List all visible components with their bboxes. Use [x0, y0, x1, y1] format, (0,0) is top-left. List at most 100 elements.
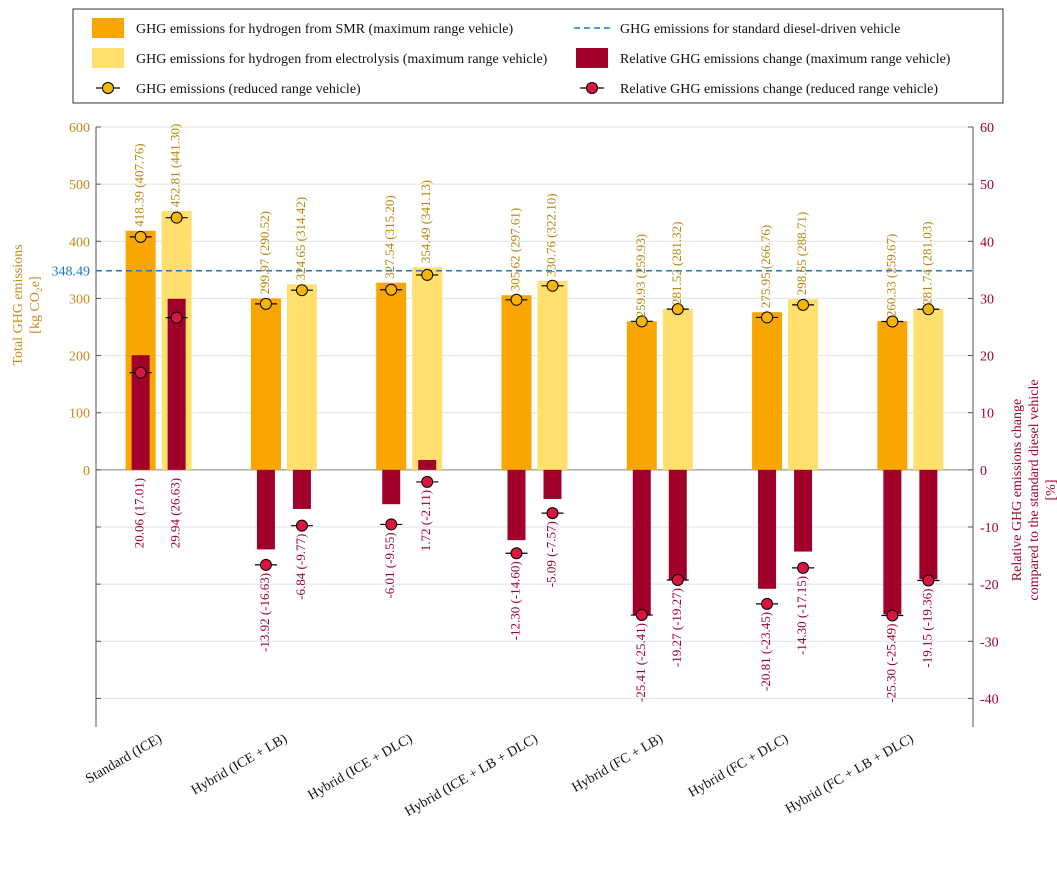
category-labels: Standard (ICE) Hybrid (ICE + LB) Hybrid (I…	[83, 731, 916, 820]
right-tick-label: 10	[980, 407, 994, 422]
bar-relative-change	[919, 469, 938, 580]
bar-relative-change	[883, 469, 902, 615]
label-smr-total: 327.54 (315.20)	[382, 195, 397, 278]
bar-electrolysis	[412, 267, 443, 470]
category-label: Hybrid (ICE + LB + DLC)	[402, 731, 540, 820]
right-tick-label: 40	[980, 235, 994, 250]
label-smr-change: -12.30 (-14.60)	[507, 561, 522, 640]
marker-relative-reduced-smr	[761, 597, 774, 610]
label-electrolysis-total: 452.81 (441.30)	[168, 124, 183, 207]
marker-relative-reduced-smr	[635, 609, 648, 622]
label-smr-change: -20.81 (-23.45)	[758, 612, 773, 691]
legend-swatch-smr	[92, 18, 124, 38]
right-tick-label: 50	[980, 178, 994, 193]
marker-reduced-range-electrolysis	[922, 303, 935, 316]
marker-reduced-range-electrolysis	[421, 268, 434, 281]
bar-relative-change	[758, 469, 777, 589]
label-electrolysis-total: 281.52 (281.32)	[669, 222, 684, 305]
left-tick-label: 500	[69, 178, 90, 193]
reference-line-label: 348.49	[52, 265, 91, 280]
label-smr-total: 299.97 (290.52)	[257, 211, 272, 294]
category-label: Hybrid (ICE + DLC)	[306, 731, 416, 803]
value-labels: 418.39 (407.76) 452.81 (441.30) 20.06 (17.…	[132, 124, 935, 703]
marker-relative-reduced-electrolysis	[797, 561, 810, 574]
left-axis-unit: [kg CO₂e]	[28, 276, 43, 333]
bar-relative-change	[131, 355, 150, 470]
right-axis: -40 -30 -20 -10 0 10 20 30 40 50 60	[968, 121, 999, 727]
marker-relative-reduced-electrolysis	[922, 574, 935, 587]
marker-reduced-range-electrolysis	[295, 284, 308, 297]
marker-reduced-range-smr	[510, 293, 523, 306]
marker-relative-reduced-smr	[385, 518, 398, 531]
right-tick-label: -20	[980, 578, 999, 593]
bar-smr	[376, 282, 407, 470]
right-axis-title: Relative GHG emissions change	[1010, 399, 1025, 581]
bar-smr	[752, 312, 783, 470]
left-tick-label: 100	[69, 407, 90, 422]
legend-label-ref: GHG emissions for standard diesel-driven…	[620, 22, 900, 37]
marker-reduced-range-electrolysis	[546, 279, 559, 292]
label-electrolysis-change: -19.15 (-19.36)	[919, 588, 934, 667]
label-electrolysis-change: -5.09 (-7.57)	[543, 521, 558, 587]
legend: GHG emissions for hydrogen from SMR (max…	[72, 8, 1004, 104]
category-label: Standard (ICE)	[83, 731, 165, 787]
left-tick-label: 400	[69, 235, 90, 250]
markers	[129, 211, 940, 622]
bar-relative-change	[292, 469, 311, 509]
left-tick-label: 300	[69, 292, 90, 307]
legend-label-elec: GHG emissions for hydrogen from electrol…	[136, 52, 548, 67]
left-tick-label: 0	[83, 464, 90, 479]
marker-relative-reduced-electrolysis	[170, 311, 183, 324]
bar-relative-change	[507, 469, 526, 541]
right-tick-label: -30	[980, 635, 999, 650]
label-electrolysis-total: 330.76 (322.10)	[543, 193, 558, 276]
legend-label-reldot: Relative GHG emissions change (reduced r…	[620, 82, 938, 97]
bar-relative-change	[668, 469, 687, 580]
legend-swatch-elec	[92, 48, 124, 68]
bar-relative-change	[794, 469, 813, 552]
bar-electrolysis	[913, 308, 944, 470]
bar-smr	[501, 295, 532, 470]
label-smr-total: 259.93 (259.93)	[633, 234, 648, 317]
label-electrolysis-total: 324.65 (314.42)	[293, 197, 308, 280]
reference-line: 348.49	[52, 265, 973, 280]
right-tick-label: 30	[980, 292, 994, 307]
category-label: Hybrid (FC + DLC)	[686, 731, 791, 800]
label-smr-total: 275.95 (266.76)	[758, 225, 773, 308]
legend-label-smr: GHG emissions for hydrogen from SMR (max…	[136, 22, 513, 37]
label-electrolysis-change: -14.30 (-17.15)	[794, 576, 809, 655]
bar-electrolysis	[662, 308, 693, 470]
label-electrolysis-change: 29.94 (26.63)	[168, 478, 183, 548]
label-electrolysis-change: -6.84 (-9.77)	[293, 534, 308, 600]
marker-relative-reduced-smr	[259, 558, 272, 571]
bar-relative-change	[382, 469, 401, 505]
label-smr-total: 305.62 (297.61)	[507, 208, 522, 291]
grid-lines	[96, 126, 973, 699]
marker-reduced-range-smr	[761, 311, 774, 324]
label-electrolysis-total: 354.49 (341.13)	[418, 180, 433, 263]
label-smr-change: -6.01 (-9.55)	[382, 532, 397, 598]
label-smr-change: -25.41 (-25.41)	[633, 623, 648, 702]
label-smr-change: -13.92 (-16.63)	[257, 573, 272, 652]
label-electrolysis-total: 298.65 (288.71)	[794, 212, 809, 295]
label-smr-total: 260.33 (259.67)	[883, 234, 898, 317]
legend-swatch-relbar	[576, 48, 608, 68]
marker-reduced-range-smr	[635, 315, 648, 328]
right-tick-label: 20	[980, 350, 994, 365]
bar-smr	[250, 298, 281, 470]
bar-electrolysis	[286, 284, 317, 470]
left-tick-label: 200	[69, 350, 90, 365]
right-axis-subtitle: compared to the standard diesel vehicle	[1027, 379, 1042, 600]
legend-marker-dot	[102, 82, 114, 94]
bar-smr	[877, 321, 908, 470]
marker-reduced-range-electrolysis	[671, 303, 684, 316]
marker-reduced-range-electrolysis	[797, 298, 810, 311]
bar-relative-change	[632, 469, 651, 616]
category-label: Hybrid (FC + LB + DLC)	[783, 731, 917, 817]
right-tick-label: -10	[980, 521, 999, 536]
bar-relative-change	[543, 469, 562, 499]
label-electrolysis-total: 281.74 (281.03)	[919, 221, 934, 304]
bar-smr	[626, 321, 657, 470]
marker-reduced-range-smr	[134, 230, 147, 243]
